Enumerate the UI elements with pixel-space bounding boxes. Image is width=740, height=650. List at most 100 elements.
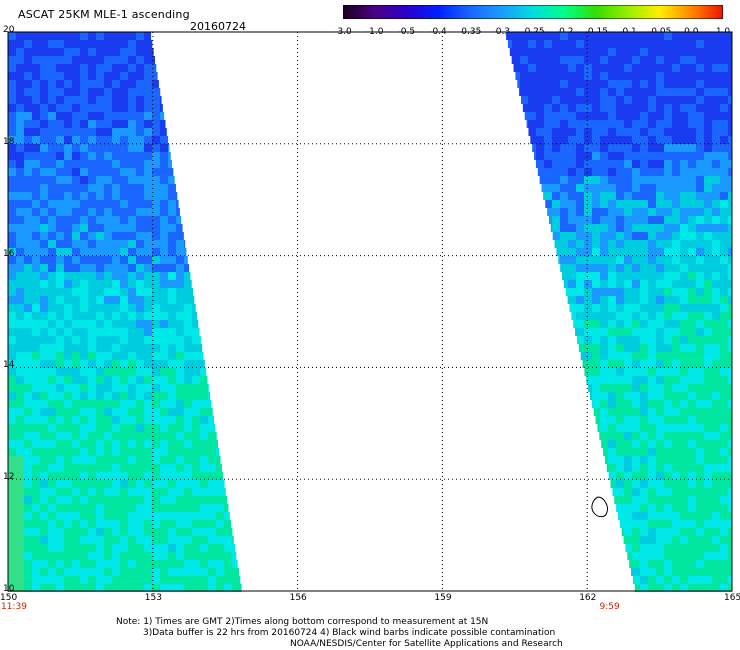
swath-cell <box>88 448 96 456</box>
swath-cell <box>728 328 732 336</box>
swath-cell <box>616 200 624 208</box>
swath-cell <box>40 520 48 528</box>
swath-cell <box>104 168 112 176</box>
swath-cell <box>136 352 144 360</box>
swath-cell <box>152 480 160 488</box>
swath-cell <box>664 576 672 584</box>
swath-cell <box>616 352 624 360</box>
swath-cell <box>32 456 40 464</box>
swath-cell <box>680 544 688 552</box>
swath-cell <box>680 584 688 592</box>
swath-cell <box>616 320 624 328</box>
swath-cell <box>40 384 48 392</box>
swath-cell <box>656 160 664 168</box>
swath-cell <box>40 368 48 376</box>
swath-cell <box>80 152 88 160</box>
swath-cell <box>80 352 88 360</box>
swath-cell <box>720 528 728 536</box>
swath-cell <box>24 88 32 96</box>
swath-cell <box>72 184 80 192</box>
swath-cell <box>80 432 88 440</box>
swath-cell <box>64 424 72 432</box>
swath-cell <box>720 392 728 400</box>
swath-cell <box>128 448 136 456</box>
swath-cell <box>656 96 664 104</box>
swath-cell <box>664 120 672 128</box>
swath-cell <box>720 232 728 240</box>
swath-cell <box>136 296 144 304</box>
swath-cell <box>616 280 624 288</box>
swath-cell <box>704 256 712 264</box>
swath-cell <box>600 320 608 328</box>
swath-cell <box>80 296 88 304</box>
swath-cell <box>648 336 656 344</box>
swath-cell <box>704 160 712 168</box>
swath-cell <box>96 400 104 408</box>
swath-cell <box>624 232 632 240</box>
swath-cell <box>592 32 600 40</box>
swath-cell <box>680 384 688 392</box>
swath-cell <box>48 440 56 448</box>
swath-cell <box>696 416 704 424</box>
swath-cell <box>184 576 192 584</box>
swath-cell <box>160 440 168 448</box>
swath-cell <box>48 496 56 504</box>
swath-cell <box>96 48 104 56</box>
swath-cell <box>568 208 576 216</box>
swath-cell <box>592 136 600 144</box>
swath-cell <box>520 64 528 72</box>
swath-cell <box>696 112 704 120</box>
swath-cell <box>72 448 80 456</box>
swath-cell <box>64 448 72 456</box>
swath-cell <box>136 152 144 160</box>
swath-cell <box>144 576 152 584</box>
swath-cell <box>680 448 688 456</box>
swath-cell <box>168 480 176 488</box>
swath-cell <box>192 480 200 488</box>
swath-cell <box>120 400 128 408</box>
swath-cell <box>696 384 704 392</box>
swath-cell <box>128 136 136 144</box>
swath-cell <box>64 520 72 528</box>
swath-cell <box>528 48 536 56</box>
swath-cell <box>624 64 632 72</box>
swath-cell <box>672 392 680 400</box>
swath-cell <box>168 176 175 184</box>
swath-cell <box>112 496 120 504</box>
swath-cell <box>88 320 96 328</box>
swath-cell <box>712 384 720 392</box>
swath-cell <box>88 32 96 40</box>
swath-cell <box>32 376 40 384</box>
swath-cell <box>192 520 200 528</box>
swath-cell <box>712 504 720 512</box>
swath-cell <box>520 72 528 80</box>
swath-cell <box>88 104 96 112</box>
swath-cell <box>704 168 712 176</box>
swath-cell <box>96 64 104 72</box>
swath-cell <box>712 296 720 304</box>
swath-cell <box>152 96 160 104</box>
swath-cell <box>216 568 224 576</box>
swath-cell <box>600 120 608 128</box>
swath-cell <box>656 576 664 584</box>
swath-cell <box>48 312 56 320</box>
swath-cell <box>152 520 160 528</box>
swath-cell <box>648 48 656 56</box>
swath-cell <box>552 72 560 80</box>
swath-cell <box>56 152 64 160</box>
swath-cell <box>672 496 680 504</box>
swath-cell <box>608 192 616 200</box>
swath-cell <box>56 120 64 128</box>
swath-cell <box>560 160 568 168</box>
swath-cell <box>88 552 96 560</box>
swath-cell <box>632 360 640 368</box>
swath-cell <box>120 512 128 520</box>
swath-cell <box>624 88 632 96</box>
swath-cell <box>168 168 174 176</box>
swath-cell <box>688 536 696 544</box>
swath-cell <box>568 120 576 128</box>
swath-cell <box>96 160 104 168</box>
swath-cell <box>672 288 680 296</box>
swath-cell <box>568 264 576 272</box>
swath-cell <box>696 272 704 280</box>
